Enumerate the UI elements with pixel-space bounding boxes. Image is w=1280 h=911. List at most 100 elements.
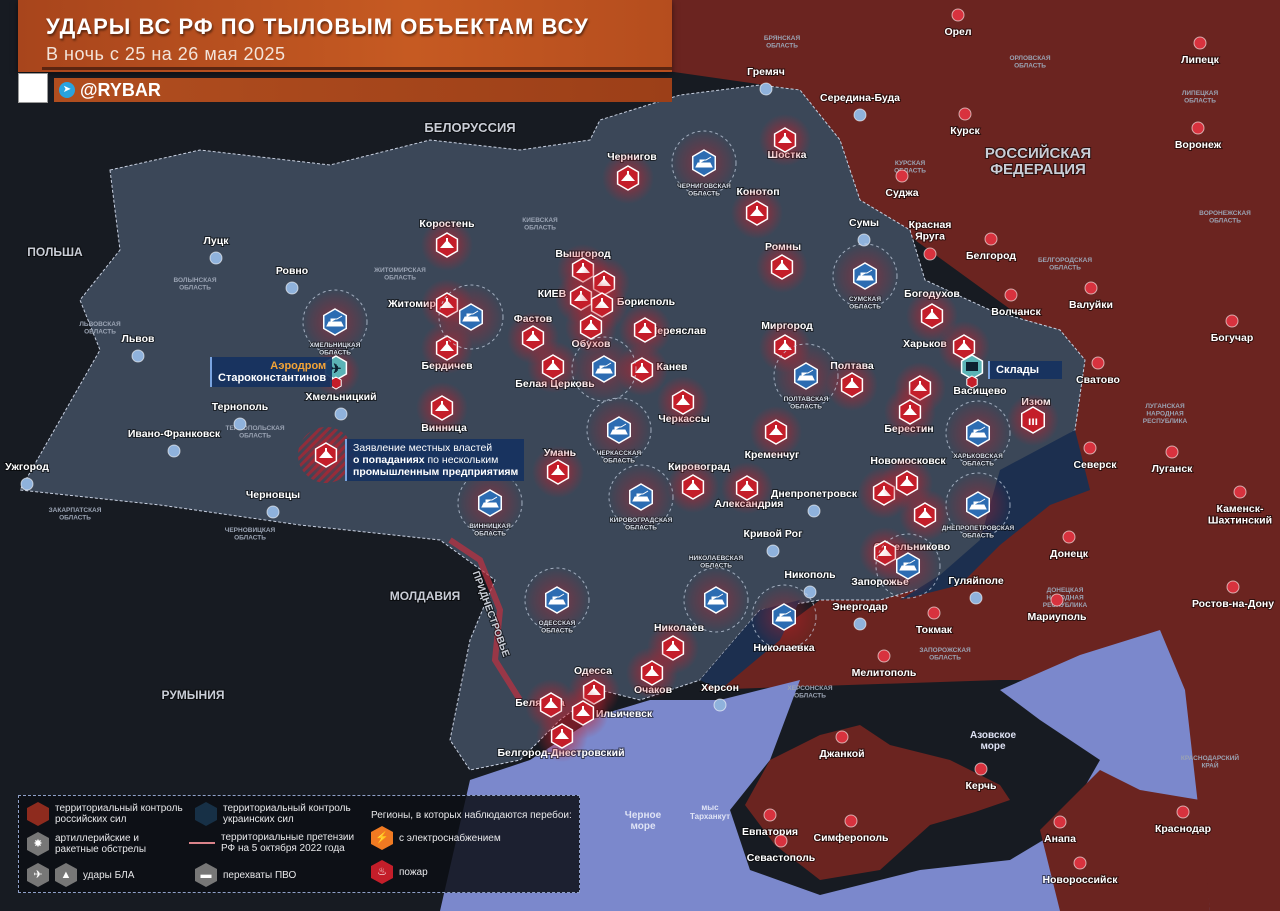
drone-strike-marker[interactable] bbox=[416, 382, 468, 434]
pvo-region-label-line: ДНЕПРОПЕТРОВСКАЯ bbox=[942, 525, 1015, 532]
tank-glyph bbox=[595, 362, 613, 374]
oblast-label-line: ОБЛАСТЬ bbox=[59, 515, 91, 522]
city-label: Ростов-на-Дону bbox=[1192, 598, 1274, 610]
pvo-region-label-line: ЧЕРНИГОВСКАЯ bbox=[677, 183, 731, 190]
drone-strike-marker[interactable] bbox=[759, 114, 811, 166]
oblast-label: КУРСКАЯ ОБЛАСТЬ bbox=[894, 160, 926, 175]
channel-handle[interactable]: @RYBAR bbox=[80, 80, 161, 100]
legend-claims: территориальные претензии РФ на 5 октябр… bbox=[221, 832, 355, 854]
tank-glyph bbox=[707, 593, 725, 605]
air-defense-marker[interactable]: СУМСКАЯ ОБЛАСТЬ bbox=[832, 243, 898, 311]
oblast-label-line: ОРЛОВСКАЯ bbox=[1009, 55, 1050, 62]
air-defense-marker[interactable]: ХАРЬКОВСКАЯ ОБЛАСТЬ bbox=[945, 400, 1011, 468]
city-label-line: Анапа bbox=[1044, 833, 1076, 845]
drone-strike-marker[interactable] bbox=[626, 647, 678, 699]
city-pin-icon bbox=[1176, 805, 1190, 819]
city-label-line: Каменск- bbox=[1217, 503, 1264, 515]
drone-glyph bbox=[635, 363, 649, 373]
city-label: Симферополь bbox=[813, 832, 889, 844]
pvo-region-label-line: ОБЛАСТЬ bbox=[849, 304, 881, 311]
drone-strike-marker[interactable] bbox=[906, 290, 958, 342]
tank-glyph bbox=[481, 496, 499, 508]
city-label: Ровно bbox=[276, 265, 308, 277]
city-label-line: Хмельницкий bbox=[305, 391, 376, 403]
city-label-line: Середина-Буда bbox=[820, 92, 900, 104]
air-defense-marker[interactable]: ХМЕЛЬНИЦКАЯ ОБЛАСТЬ bbox=[302, 289, 368, 357]
air-defense-marker[interactable] bbox=[571, 336, 637, 402]
drone-strike-marker[interactable] bbox=[421, 219, 473, 271]
tank-glyph bbox=[632, 490, 650, 502]
drone-strike-marker[interactable] bbox=[899, 489, 951, 541]
oblast-label-line: ОБЛАСТЬ bbox=[234, 535, 266, 542]
drone-strike-marker[interactable] bbox=[750, 406, 802, 458]
statement-bold-1: о попаданиях bbox=[353, 454, 425, 466]
city-label-line: Васищево bbox=[953, 385, 1006, 397]
city-label-line: Луцк bbox=[204, 235, 230, 247]
drone-strike-marker[interactable] bbox=[884, 386, 936, 438]
city-pin-icon bbox=[167, 444, 181, 458]
country-label-line: Черное bbox=[625, 810, 662, 821]
air-defense-marker[interactable]: ДНЕПРОПЕТРОВСКАЯ ОБЛАСТЬ bbox=[941, 472, 1015, 540]
city-label: Кривой Рог bbox=[744, 528, 804, 540]
transnistria-strip bbox=[448, 537, 523, 702]
qr-code-icon[interactable] bbox=[18, 73, 48, 103]
drone-strike-marker[interactable] bbox=[532, 446, 584, 498]
pvo-region-label: ЧЕРКАССКАЯ ОБЛАСТЬ bbox=[597, 450, 642, 465]
air-defense-marker[interactable] bbox=[875, 533, 941, 599]
drone-glyph bbox=[435, 401, 449, 411]
drone-strike-marker[interactable] bbox=[721, 462, 773, 514]
rocket-glyph: ııı bbox=[1028, 414, 1038, 428]
city-label-line: Воронеж bbox=[1175, 139, 1222, 151]
city-pin-icon bbox=[1091, 356, 1105, 370]
city-label-line: Мелитополь bbox=[852, 667, 917, 679]
drone-glyph bbox=[638, 323, 652, 333]
oblast-label: БРЯНСКАЯ ОБЛАСТЬ bbox=[764, 35, 801, 50]
air-defense-marker[interactable]: ЧЕРКАССКАЯ ОБЛАСТЬ bbox=[586, 397, 652, 465]
pvo-region-label-line: ОБЛАСТЬ bbox=[688, 191, 720, 198]
city-pin-icon bbox=[1073, 856, 1087, 870]
oblast-label-line: ОБЛАСТЬ bbox=[179, 285, 211, 292]
city-pin-icon bbox=[266, 505, 280, 519]
drone-strike-marker[interactable] bbox=[602, 152, 654, 204]
country-label-line: море bbox=[630, 821, 655, 832]
air-defense-marker[interactable] bbox=[438, 284, 504, 350]
air-defense-marker[interactable]: ПОЛТАВСКАЯ ОБЛАСТЬ bbox=[773, 343, 839, 411]
country-label: РОССИЙСКАЯ ФЕДЕРАЦИЯ bbox=[985, 144, 1091, 178]
oblast-label-line: ОБЛАСТЬ bbox=[1184, 98, 1216, 105]
pvo-region-label-line: ХМЕЛЬНИЦКАЯ bbox=[310, 342, 361, 349]
city-pin-icon bbox=[923, 247, 937, 261]
air-defense-marker[interactable]: КИРОВОГРАДСКАЯ ОБЛАСТЬ bbox=[608, 464, 674, 532]
country-label-line: Азовское bbox=[970, 730, 1016, 741]
drone-strike-marker[interactable] bbox=[527, 341, 579, 393]
drone-strike-marker[interactable] bbox=[667, 461, 719, 513]
country-label-line: РУМЫНИЯ bbox=[162, 688, 225, 702]
city-label-line: Курск bbox=[950, 125, 980, 137]
pvo-region-label: ПОЛТАВСКАЯ ОБЛАСТЬ bbox=[784, 396, 829, 411]
city-label-line: Гремяч bbox=[747, 66, 785, 78]
drone-strike-marker[interactable] bbox=[731, 187, 783, 239]
drone-strike-marker[interactable] bbox=[536, 710, 588, 762]
country-label: мыс Тарханкут bbox=[690, 803, 730, 821]
oblast-label-line: ХЕРСОНСКАЯ bbox=[787, 685, 832, 692]
city-label: Васищево bbox=[953, 385, 1006, 397]
drone-strike-marker[interactable] bbox=[300, 429, 352, 481]
city-label: Луцк bbox=[204, 235, 230, 247]
air-defense-marker[interactable]: НИКОЛАЕВСКАЯ ОБЛАСТЬ bbox=[683, 554, 749, 633]
air-defense-marker[interactable]: ЧЕРНИГОВСКАЯ ОБЛАСТЬ bbox=[671, 130, 737, 198]
oblast-label: ЧЕРНОВИЦКАЯ ОБЛАСТЬ bbox=[225, 527, 276, 542]
city-label-line: Донецк bbox=[1050, 548, 1089, 560]
pvo-region-label-line: ОБЛАСТЬ bbox=[319, 350, 351, 357]
drone-strike-marker[interactable] bbox=[657, 376, 709, 428]
city-label: Керчь bbox=[966, 780, 997, 792]
drone-strike-marker[interactable] bbox=[756, 241, 808, 293]
drone-glyph bbox=[645, 666, 659, 676]
drone-strike-icon bbox=[330, 376, 342, 390]
drone-glyph bbox=[319, 448, 333, 458]
drone-strike-marker[interactable] bbox=[619, 304, 671, 356]
drone-strike-marker[interactable] bbox=[826, 359, 878, 411]
rocket-glyph-line: ııı bbox=[1028, 414, 1038, 428]
air-defense-marker[interactable]: ОДЕССКАЯ ОБЛАСТЬ bbox=[524, 567, 590, 635]
city-label: Ивано-Франковск bbox=[128, 428, 221, 440]
air-defense-marker[interactable] bbox=[751, 584, 817, 650]
oblast-label-line: ОБЛАСТЬ bbox=[894, 168, 926, 175]
